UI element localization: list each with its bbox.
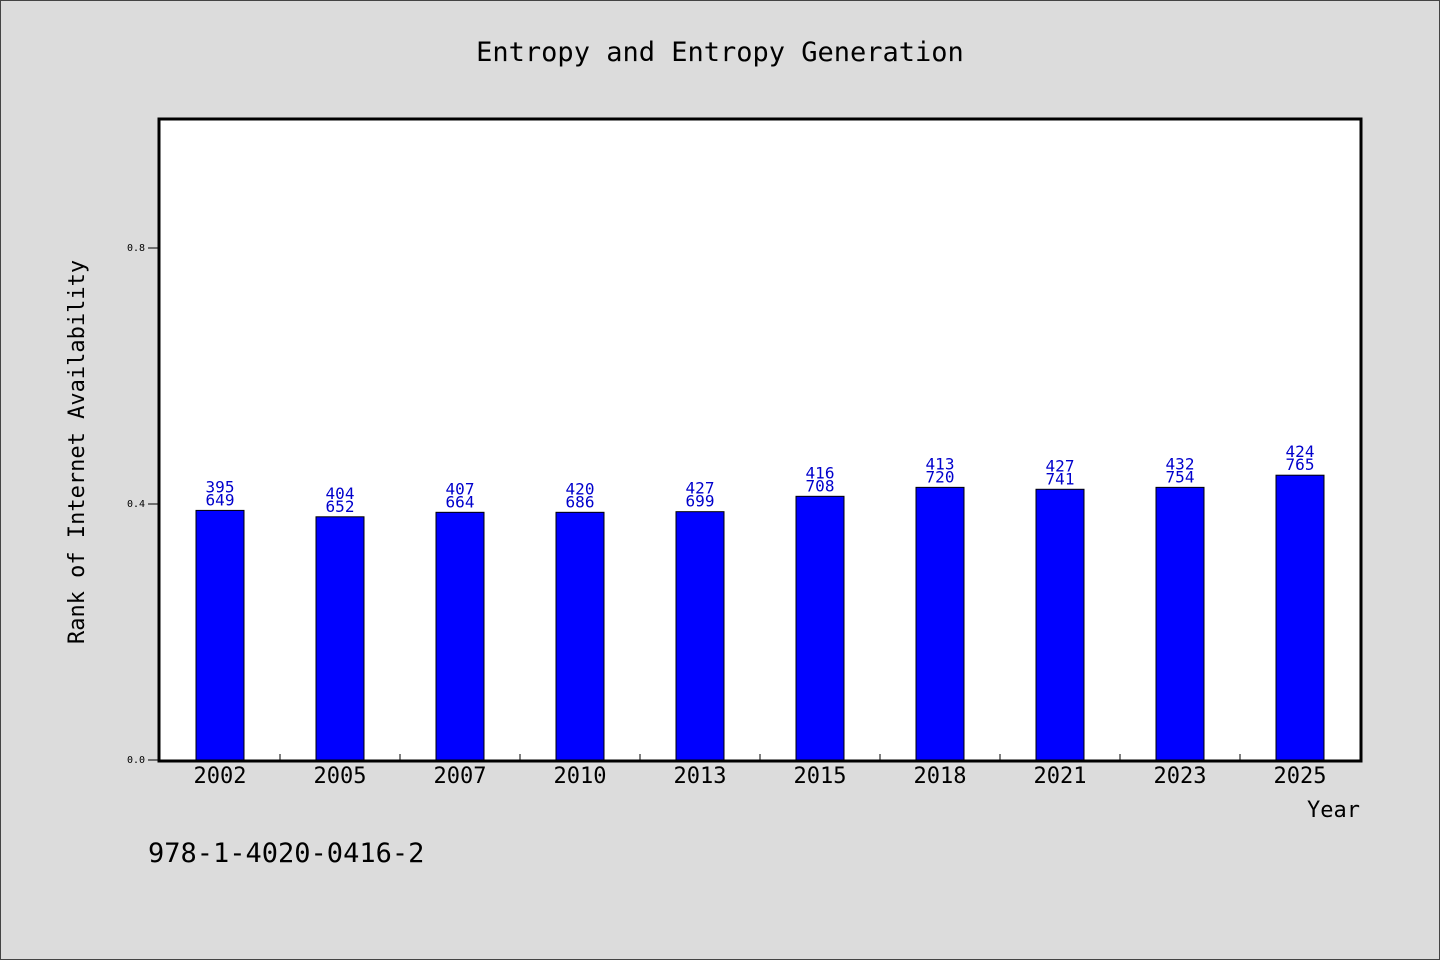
bar-2025 [1275, 474, 1325, 761]
x-tick-label: 2021 [1034, 764, 1087, 789]
chart-title: Entropy and Entropy Generation [476, 37, 964, 68]
data-label-top: 427 [686, 479, 715, 498]
x-axis: 2002 2005 2007 2010 2013 2015 2018 2021 2023 2025 [194, 754, 1327, 789]
data-label-top: 427 [1046, 456, 1075, 475]
data-label-bottom: 649 [206, 490, 235, 509]
bar-2010 [555, 511, 605, 761]
data-label-top: 420 [566, 479, 595, 498]
data-label-top: 404 [326, 484, 355, 503]
bar-2018 [915, 486, 965, 761]
data-label-bottom: 699 [686, 492, 715, 511]
data-label-top: 416 [806, 463, 835, 482]
bars [195, 474, 1325, 761]
bar-2005 [315, 516, 365, 761]
data-label-bottom: 708 [806, 476, 835, 495]
x-tick-label: 2002 [194, 764, 247, 789]
bar-2023 [1155, 486, 1205, 761]
x-axis-label: Year [1307, 798, 1360, 823]
data-label-top: 424 [1286, 442, 1315, 461]
bar-2002 [195, 509, 245, 761]
data-label-bottom: 720 [926, 467, 955, 486]
y-axis-label: Rank of Internet Availability [65, 260, 90, 644]
data-label-bottom: 754 [1166, 467, 1195, 486]
x-tick-label: 2013 [674, 764, 727, 789]
x-tick-label: 2025 [1274, 764, 1327, 789]
y-tick-label: 0.8 [127, 243, 145, 254]
data-label-top: 432 [1166, 454, 1195, 473]
x-tick-label: 2007 [434, 764, 487, 789]
y-tick-label: 0.4 [127, 499, 145, 510]
data-label-bottom: 765 [1286, 455, 1315, 474]
data-label-bottom: 652 [326, 497, 355, 516]
data-label-bottom: 664 [446, 492, 475, 511]
x-tick-label: 2005 [314, 764, 367, 789]
x-tick-label: 2018 [914, 764, 967, 789]
x-tick-label: 2015 [794, 764, 847, 789]
y-tick-label: 0.0 [127, 755, 145, 766]
bar-2013 [675, 511, 725, 761]
data-label-top: 407 [446, 479, 475, 498]
bar-2021 [1035, 488, 1085, 761]
data-label-top: 413 [926, 454, 955, 473]
data-label-bottom: 686 [566, 492, 595, 511]
x-tick-label: 2010 [554, 764, 607, 789]
bar-2007 [435, 511, 485, 761]
footnote-isbn: 978-1-4020-0416-2 [148, 838, 424, 869]
bar-2015 [795, 495, 845, 761]
x-tick-label: 2023 [1154, 764, 1207, 789]
data-label-top: 395 [206, 477, 235, 496]
data-label-bottom: 741 [1046, 469, 1075, 488]
y-axis: 0.0 0.4 0.8 [127, 243, 160, 766]
